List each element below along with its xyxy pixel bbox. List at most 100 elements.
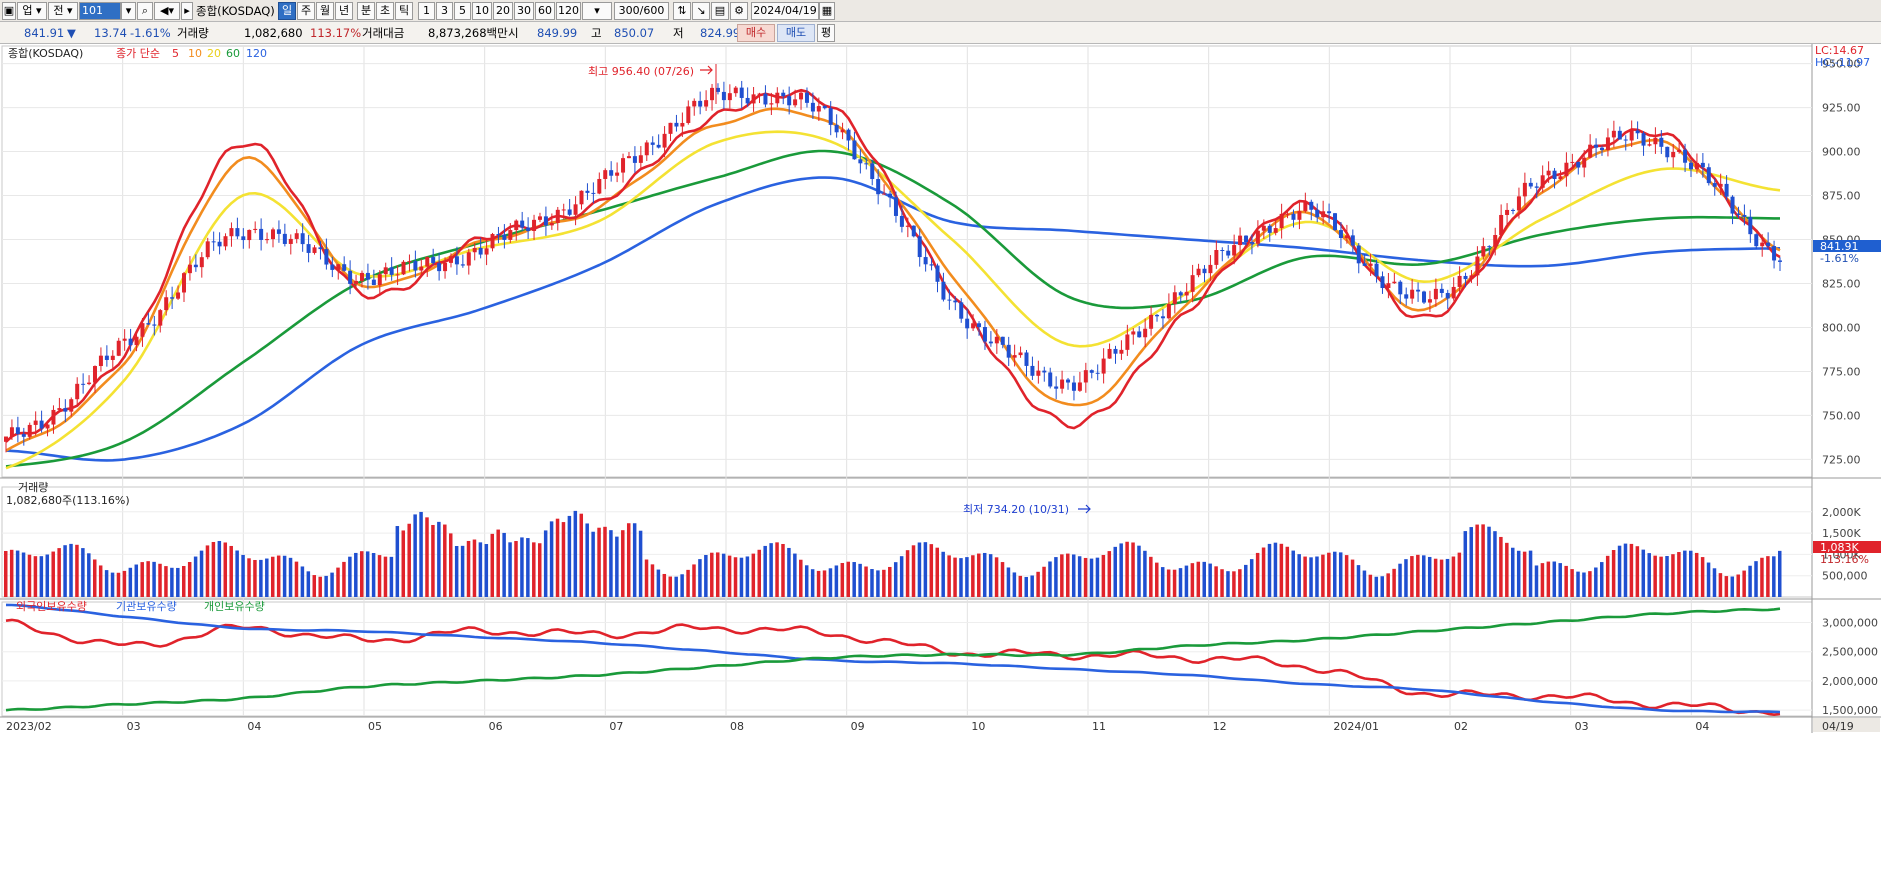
candle-body	[828, 108, 833, 125]
volume-bar	[526, 538, 530, 597]
candle-body	[1427, 299, 1432, 303]
code-input[interactable]: 101	[79, 2, 121, 20]
min-20[interactable]: 20	[493, 2, 513, 20]
min-120[interactable]: 120	[556, 2, 581, 20]
buy-button[interactable]: 매수	[737, 24, 775, 42]
volume-bar	[413, 514, 417, 597]
candle-body	[757, 93, 762, 95]
min-1[interactable]: 1	[418, 2, 435, 20]
volume-bar	[650, 564, 655, 597]
candle-body	[211, 241, 216, 243]
volume-bar	[164, 566, 168, 597]
calendar-icon[interactable]: ▦	[819, 2, 835, 20]
candle-body	[775, 92, 780, 104]
candle-body	[799, 92, 804, 100]
candle-body	[75, 383, 80, 400]
price-panel	[4, 64, 1782, 514]
candle-body	[876, 179, 881, 195]
custom-period-select[interactable]: ▾	[582, 2, 612, 20]
prev-icon[interactable]: ▸	[181, 2, 193, 20]
market-select[interactable]: 업 ▾	[17, 2, 47, 20]
candle-body	[401, 261, 406, 275]
min-60[interactable]: 60	[535, 2, 555, 20]
date-input[interactable]: 2024/04/19	[751, 2, 819, 20]
save-icon[interactable]: ▤	[711, 2, 729, 20]
volume-bar	[39, 556, 44, 597]
candle-body	[1445, 292, 1450, 299]
candle-body	[176, 292, 181, 299]
period-tick[interactable]: 틱	[395, 2, 413, 20]
volume-bar	[1190, 563, 1195, 597]
candle-body	[1380, 276, 1385, 289]
eval-button[interactable]: 평	[817, 24, 835, 42]
volume-bar	[1457, 552, 1462, 597]
price-y-tick: 800.00	[1822, 321, 1861, 334]
candle-body	[342, 264, 347, 271]
candle-body	[158, 310, 163, 326]
period-day[interactable]: 일	[278, 2, 296, 20]
sell-button[interactable]: 매도	[777, 24, 815, 42]
code-dropdown-icon[interactable]: ▾	[121, 2, 136, 20]
sound-icon[interactable]: ◀▾	[154, 2, 180, 20]
candle-body	[1588, 144, 1593, 158]
candle-body	[1629, 130, 1634, 141]
layout-icon[interactable]: ▣	[2, 2, 16, 20]
price-y-tick: 825.00	[1822, 277, 1861, 290]
zoom-icon[interactable]: ↘	[692, 2, 710, 20]
volume-tag-bg	[1813, 541, 1881, 553]
candle-body	[1760, 242, 1765, 247]
candle-body	[1730, 196, 1735, 214]
jeon-select[interactable]: 전 ▾	[48, 2, 78, 20]
volume-bar	[57, 548, 61, 597]
candle-body	[1077, 382, 1082, 391]
candle-body	[259, 228, 264, 240]
x-tick-label: 09	[851, 720, 865, 733]
candle-body	[92, 366, 97, 383]
volume-bar	[1095, 557, 1100, 597]
volume-bar	[1054, 557, 1058, 597]
chart-area[interactable]: 2023/02 03 04 05 06 07 08 09 10 11 12 2024/01 02 03 04…	[0, 44, 1881, 881]
candle-body	[662, 133, 667, 148]
volume-bar	[33, 556, 38, 597]
period-week[interactable]: 주	[297, 2, 315, 20]
volume-bar	[454, 546, 459, 597]
volume-bar	[1552, 561, 1557, 597]
period-year[interactable]: 년	[335, 2, 353, 20]
candle-body	[745, 97, 750, 104]
candle-body	[804, 92, 809, 103]
ma-line-5	[5, 88, 1781, 443]
candle-body	[947, 299, 952, 301]
chart-settings-icon[interactable]: ⇅	[673, 2, 691, 20]
min-30[interactable]: 30	[514, 2, 534, 20]
volume-bar	[1772, 556, 1776, 597]
candle-body	[680, 122, 685, 127]
search-icon[interactable]: ⌕	[137, 2, 153, 20]
min-10[interactable]: 10	[472, 2, 492, 20]
candle-body	[1600, 147, 1605, 150]
volume-bar	[1463, 531, 1468, 597]
volume-bar	[757, 549, 762, 597]
candle-body	[306, 244, 311, 253]
gear-icon[interactable]: ⚙	[730, 2, 748, 20]
quote-bar: 841.91 ▼ 13.74 -1.61% 거래량 1,082,680 113.…	[0, 22, 1881, 44]
volume-bar	[1285, 546, 1290, 597]
min-3[interactable]: 3	[436, 2, 453, 20]
volume-tag: 1,083K	[1820, 541, 1859, 554]
min-5[interactable]: 5	[454, 2, 471, 20]
period-month[interactable]: 월	[316, 2, 334, 20]
volume-bar	[1475, 524, 1479, 597]
volume-bar	[478, 542, 483, 597]
candle-body	[905, 225, 910, 227]
count-input[interactable]: 300/600	[614, 2, 669, 20]
holdings-line-개인보유수량	[5, 607, 1781, 712]
candle-body	[561, 209, 566, 211]
volume-bar	[982, 552, 987, 597]
volume-bar	[1647, 553, 1651, 597]
period-minute[interactable]: 분	[357, 2, 375, 20]
volume-bar	[1060, 554, 1064, 597]
period-second[interactable]: 초	[376, 2, 394, 20]
volume-bar	[1066, 553, 1070, 597]
high-label: 고	[591, 26, 602, 40]
candle-body	[686, 106, 691, 123]
candle-body	[1665, 146, 1670, 158]
